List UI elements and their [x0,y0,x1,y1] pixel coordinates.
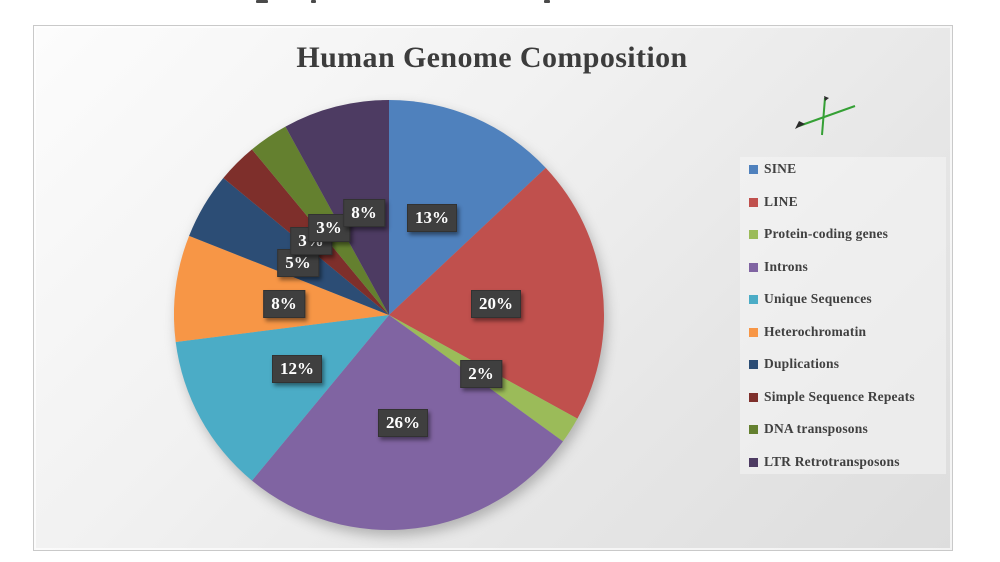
data-label-sine: 13% [407,204,457,232]
data-label-heterochromatin: 8% [263,290,305,318]
data-label-dna-transposons: 3% [308,214,350,242]
legend-swatch-protein-coding-genes [749,230,758,240]
cropped-text-fragment [544,0,550,3]
legend-swatch-ltr-retrotransposons [749,457,758,467]
data-label-unique-sequences: 12% [272,355,322,383]
legend-item-sine[interactable]: SINE [740,159,946,179]
legend-label: Simple Sequence Repeats [764,388,915,404]
chart-title: Human Genome Composition [296,41,688,74]
legend-swatch-simple-sequence-repeats [749,392,758,402]
legend-label: SINE [764,161,797,176]
legend-label: LTR Retrotransposons [764,453,900,469]
legend-item-line[interactable]: LINE [740,192,946,212]
legend-label: Protein-coding genes [764,226,889,242]
legend-item-ltr-retrotransposons[interactable]: LTR Retrotransposons [740,452,946,472]
data-label-ltr-retrotransposons: 8% [343,199,385,227]
pie-slice-unique-sequences[interactable] [175,315,389,481]
legend-swatch-duplications [749,360,758,370]
pie-slice-ltr-retrotransposons[interactable] [285,100,389,315]
legend-item-dna-transposons[interactable]: DNA transposons [740,419,946,439]
legend-item-duplications[interactable]: Duplications [740,354,946,374]
pie-slice-heterochromatin[interactable] [174,235,389,342]
legend-item-simple-sequence-repeats[interactable]: Simple Sequence Repeats [740,387,946,407]
legend-label: Heterochromatin [764,323,867,339]
pie-slice-duplications[interactable] [189,177,389,315]
legend-label: Unique Sequences [764,291,872,307]
legend-label: Duplications [764,356,840,372]
legend-swatch-unique-sequences [749,295,758,305]
legend-swatch-dna-transposons [749,425,758,435]
legend-label: LINE [764,193,798,209]
cursor-arrow-icon [795,121,805,129]
cropped-text-fragment [311,0,316,3]
data-label-protein-coding-genes: 2% [460,360,502,388]
legend-swatch-introns [749,262,758,272]
legend-item-introns[interactable]: Introns [740,257,946,277]
chart-legend[interactable]: SINE LINE Protein-coding genes Introns Uniqu… [740,157,946,474]
legend-label: Introns [764,258,808,274]
cropped-text-fragment [256,0,268,3]
legend-swatch-sine [749,165,758,174]
legend-item-heterochromatin[interactable]: Heterochromatin [740,322,946,342]
axes-cursor-icon [795,96,856,136]
data-label-introns: 26% [378,409,428,437]
legend-label: DNA transposons [764,421,868,437]
legend-item-unique-sequences[interactable]: Unique Sequences [740,289,946,309]
legend-item-protein-coding-genes[interactable]: Protein-coding genes [740,224,946,244]
legend-swatch-line [749,197,758,207]
legend-swatch-heterochromatin [749,327,758,337]
pie-slice-sine[interactable] [389,100,546,315]
data-label-line: 20% [471,290,521,318]
